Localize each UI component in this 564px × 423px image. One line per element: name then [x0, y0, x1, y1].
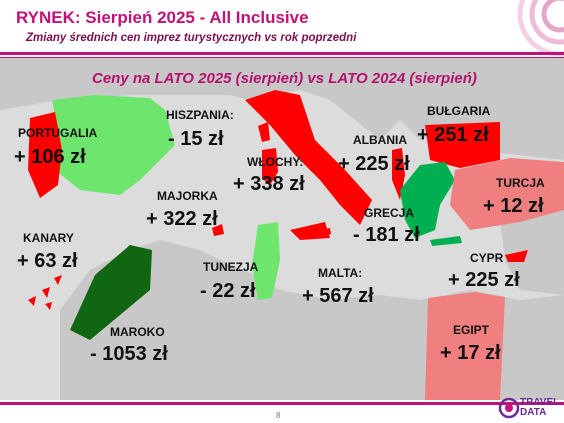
footer-divider — [0, 402, 564, 405]
region-sardinia — [262, 148, 278, 185]
header: RYNEK: Sierpień 2025 - All Inclusive Zmi… — [0, 0, 564, 58]
region-albania — [392, 148, 405, 200]
region-tunisia — [252, 222, 280, 300]
label-bulgaria-name: BUŁGARIA — [427, 104, 491, 118]
label-cyprus-value: + 225 zł — [448, 269, 520, 291]
header-divider-top — [0, 52, 564, 55]
label-malta-name: MALTA: — [318, 266, 363, 280]
label-spain-name: HISZPANIA: — [166, 108, 234, 122]
logo-text-travel: TRAVEL — [520, 397, 560, 408]
label-malta-value: + 567 zł — [302, 285, 374, 307]
land-middle-east — [500, 210, 564, 295]
mediterranean-map — [0, 58, 564, 400]
region-cyprus — [505, 250, 528, 262]
page-title: RYNEK: Sierpień 2025 - All Inclusive — [16, 8, 309, 27]
label-greece-value: - 181 zł — [353, 224, 420, 246]
label-italy-value: + 338 zł — [233, 173, 305, 195]
region-morocco — [70, 245, 152, 340]
label-tunisia-value: - 22 zł — [200, 280, 256, 302]
map-title: Ceny na LATO 2025 (sierpień) vs LATO 202… — [92, 70, 477, 87]
label-portugal-name: PORTUGALIA — [18, 126, 98, 140]
label-majorca-value: + 322 zł — [146, 208, 218, 230]
label-majorca-name: MAJORKA — [157, 189, 218, 203]
label-albania-name: ALBANIA — [353, 133, 407, 147]
label-bulgaria-value: + 251 zł — [417, 124, 489, 146]
label-egypt-name: EGIPT — [453, 323, 490, 337]
label-greece-name: GRECJA — [364, 206, 415, 220]
label-canary-name: KANARY — [23, 231, 74, 245]
label-canary-value: + 63 zł — [17, 250, 78, 272]
label-cyprus-name: CYPR — [470, 251, 504, 265]
travel-data-logo-icon — [498, 397, 520, 419]
region-corsica — [258, 122, 270, 142]
region-canary-1 — [28, 296, 36, 306]
region-egypt — [425, 292, 505, 400]
label-tunisia-name: TUNEZJA — [203, 260, 259, 274]
label-turkey-value: + 12 zł — [483, 195, 544, 217]
label-italy-name: WŁOCHY: — [247, 155, 304, 169]
land-europe — [0, 58, 564, 160]
page-number: 8 — [276, 411, 281, 420]
region-majorca — [212, 224, 224, 236]
header-divider-bottom — [0, 57, 564, 58]
region-spain — [52, 95, 175, 195]
region-canary-4 — [45, 302, 52, 310]
logo-text-data: DATA — [520, 407, 547, 418]
region-italy — [245, 90, 372, 225]
label-spain-value: - 15 zł — [168, 128, 224, 150]
region-greece — [400, 162, 455, 238]
region-bulgaria — [425, 122, 500, 168]
region-malta — [322, 228, 331, 236]
label-egypt-value: + 17 zł — [440, 342, 501, 364]
region-canary-2 — [42, 287, 50, 298]
label-albania-value: + 225 zł — [338, 153, 410, 175]
page-subtitle: Zmiany średnich cen imprez turystycznych… — [26, 32, 357, 44]
decorative-circles-icon — [517, 0, 564, 57]
region-crete — [430, 236, 462, 246]
label-turkey-name: TURCJA — [496, 176, 545, 190]
region-portugal — [28, 112, 62, 198]
region-sicily — [290, 222, 330, 240]
region-turkey — [450, 158, 564, 230]
label-portugal-value: + 106 zł — [14, 146, 86, 168]
region-canary-3 — [54, 275, 62, 285]
label-morocco-value: - 1053 zł — [90, 343, 168, 365]
label-morocco-name: MAROKO — [110, 325, 165, 339]
